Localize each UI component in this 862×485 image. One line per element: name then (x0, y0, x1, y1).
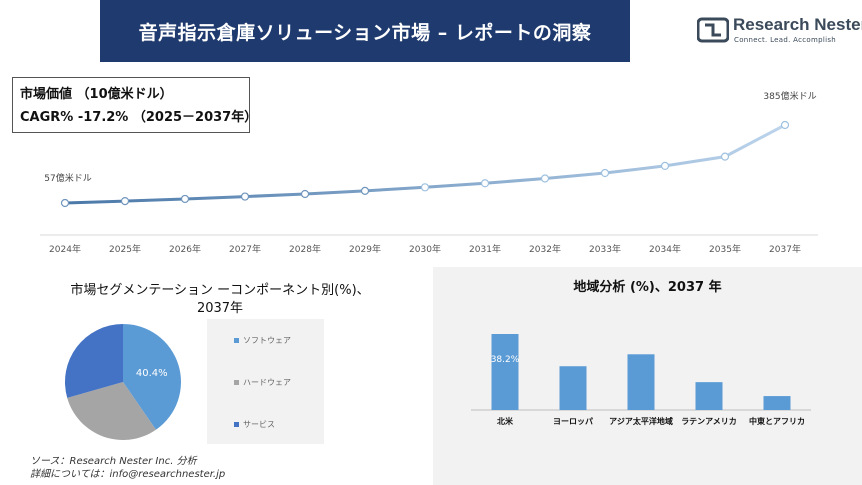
bar-category-label: 北米 (497, 416, 514, 426)
bar-category-label: 中東とアフリカ (749, 416, 805, 426)
page-title: 音声指示倉庫ソリューション市場 – レポートの洞察 (100, 0, 630, 62)
x-tick-label: 2037年 (769, 243, 801, 255)
data-point (420, 183, 430, 192)
market-info-box: 市場価値 （10億米ドル） CAGR% -17.2% （2025－2037年） (12, 77, 258, 133)
pie-title-line1: 市場セグメンテーション ーコンポーネント別(%)、 (70, 283, 370, 298)
x-tick-label: 2029年 (349, 243, 381, 255)
source-line: ソース：Research Nester Inc. 分析 (30, 456, 197, 467)
regional-bar-chart: 北米 38.2% ヨーロッパ アジア太平洋地域 ラテンアメリカ 中東とアフリカ (471, 334, 811, 426)
market-value-label: 市場価値 （10億米ドル） (20, 87, 173, 102)
data-point (780, 120, 790, 130)
data-point (660, 161, 670, 171)
logo-name: Research Nester (733, 15, 862, 34)
company-logo: Research Nester Connect. Lead. Accomplis… (697, 14, 862, 48)
pie-title-line2: 2037年 (196, 301, 244, 316)
pie-slice (123, 324, 181, 430)
x-tick-label: 2032年 (529, 243, 561, 255)
data-point (120, 196, 130, 206)
x-tick-label: 2026年 (169, 243, 201, 255)
x-tick-label: 2027年 (229, 243, 261, 255)
legend-swatch-hardware (234, 380, 239, 385)
pie-legend: ソフトウェア ハードウェア サービス (207, 319, 324, 444)
bar-category-label: ラテンアメリカ (681, 417, 737, 426)
x-tick-label: 2028年 (289, 243, 321, 255)
bar-category-label: アジア太平洋地域 (609, 416, 673, 426)
data-point (240, 192, 250, 201)
x-tick-label: 2031年 (469, 243, 501, 255)
pie-chart-title: 市場セグメンテーション ーコンポーネント別(%)、 2037年 (60, 282, 380, 318)
x-tick-label: 2034年 (649, 243, 681, 255)
x-tick-label: 2035年 (709, 243, 741, 255)
legend-swatch-services (234, 422, 239, 427)
data-label-last: 385億米ドル (763, 90, 816, 102)
data-point (180, 194, 190, 204)
data-point (360, 186, 370, 195)
bar (559, 366, 587, 410)
bar (627, 354, 655, 410)
legend-label-services: サービス (243, 420, 275, 429)
source-note: ソース：Research Nester Inc. 分析 詳細については：info… (30, 455, 225, 481)
data-point (720, 152, 730, 161)
x-tick-label: 2024年 (49, 243, 81, 255)
logo-tagline: Connect. Lead. Accomplish (734, 36, 837, 44)
legend-label-software: ソフトウェア (243, 336, 291, 345)
pie-data-label: 40.4% (136, 368, 168, 379)
bar (491, 334, 519, 410)
market-size-line-chart: 2024年 2025年 2026年 2027年 2028年 2029年 2030年 2031年… (40, 90, 818, 255)
x-tick-label: 2030年 (409, 243, 441, 255)
component-pie-chart: 40.4% (65, 324, 181, 440)
data-point (480, 179, 490, 188)
x-tick-label: 2033年 (589, 243, 621, 255)
bar (763, 396, 791, 410)
legend-item-software: ソフトウェア (234, 335, 291, 346)
data-point (540, 174, 550, 183)
bar (695, 382, 723, 410)
legend-item-services: サービス (234, 419, 275, 430)
logo-mark-icon (697, 17, 729, 43)
pie-slice (67, 382, 156, 440)
pie-slice (65, 324, 123, 398)
bar-category-label: ヨーロッパ (553, 416, 593, 426)
x-tick-label: 2025年 (109, 243, 141, 255)
cagr-label: CAGR% -17.2% （2025－2037年） (20, 110, 258, 125)
data-label-first: 57億米ドル (44, 172, 91, 184)
legend-swatch-software (234, 338, 239, 343)
bar-chart-title: 地域分析 (%)、2037 年 (573, 280, 722, 295)
contact-line: 詳細については：info@researchnester.jp (30, 469, 226, 480)
data-point (600, 168, 610, 178)
data-point (300, 189, 310, 199)
data-point (60, 198, 70, 208)
legend-item-hardware: ハードウェア (234, 377, 291, 388)
legend-label-hardware: ハードウェア (243, 378, 291, 387)
bar-data-label: 38.2% (491, 355, 520, 365)
